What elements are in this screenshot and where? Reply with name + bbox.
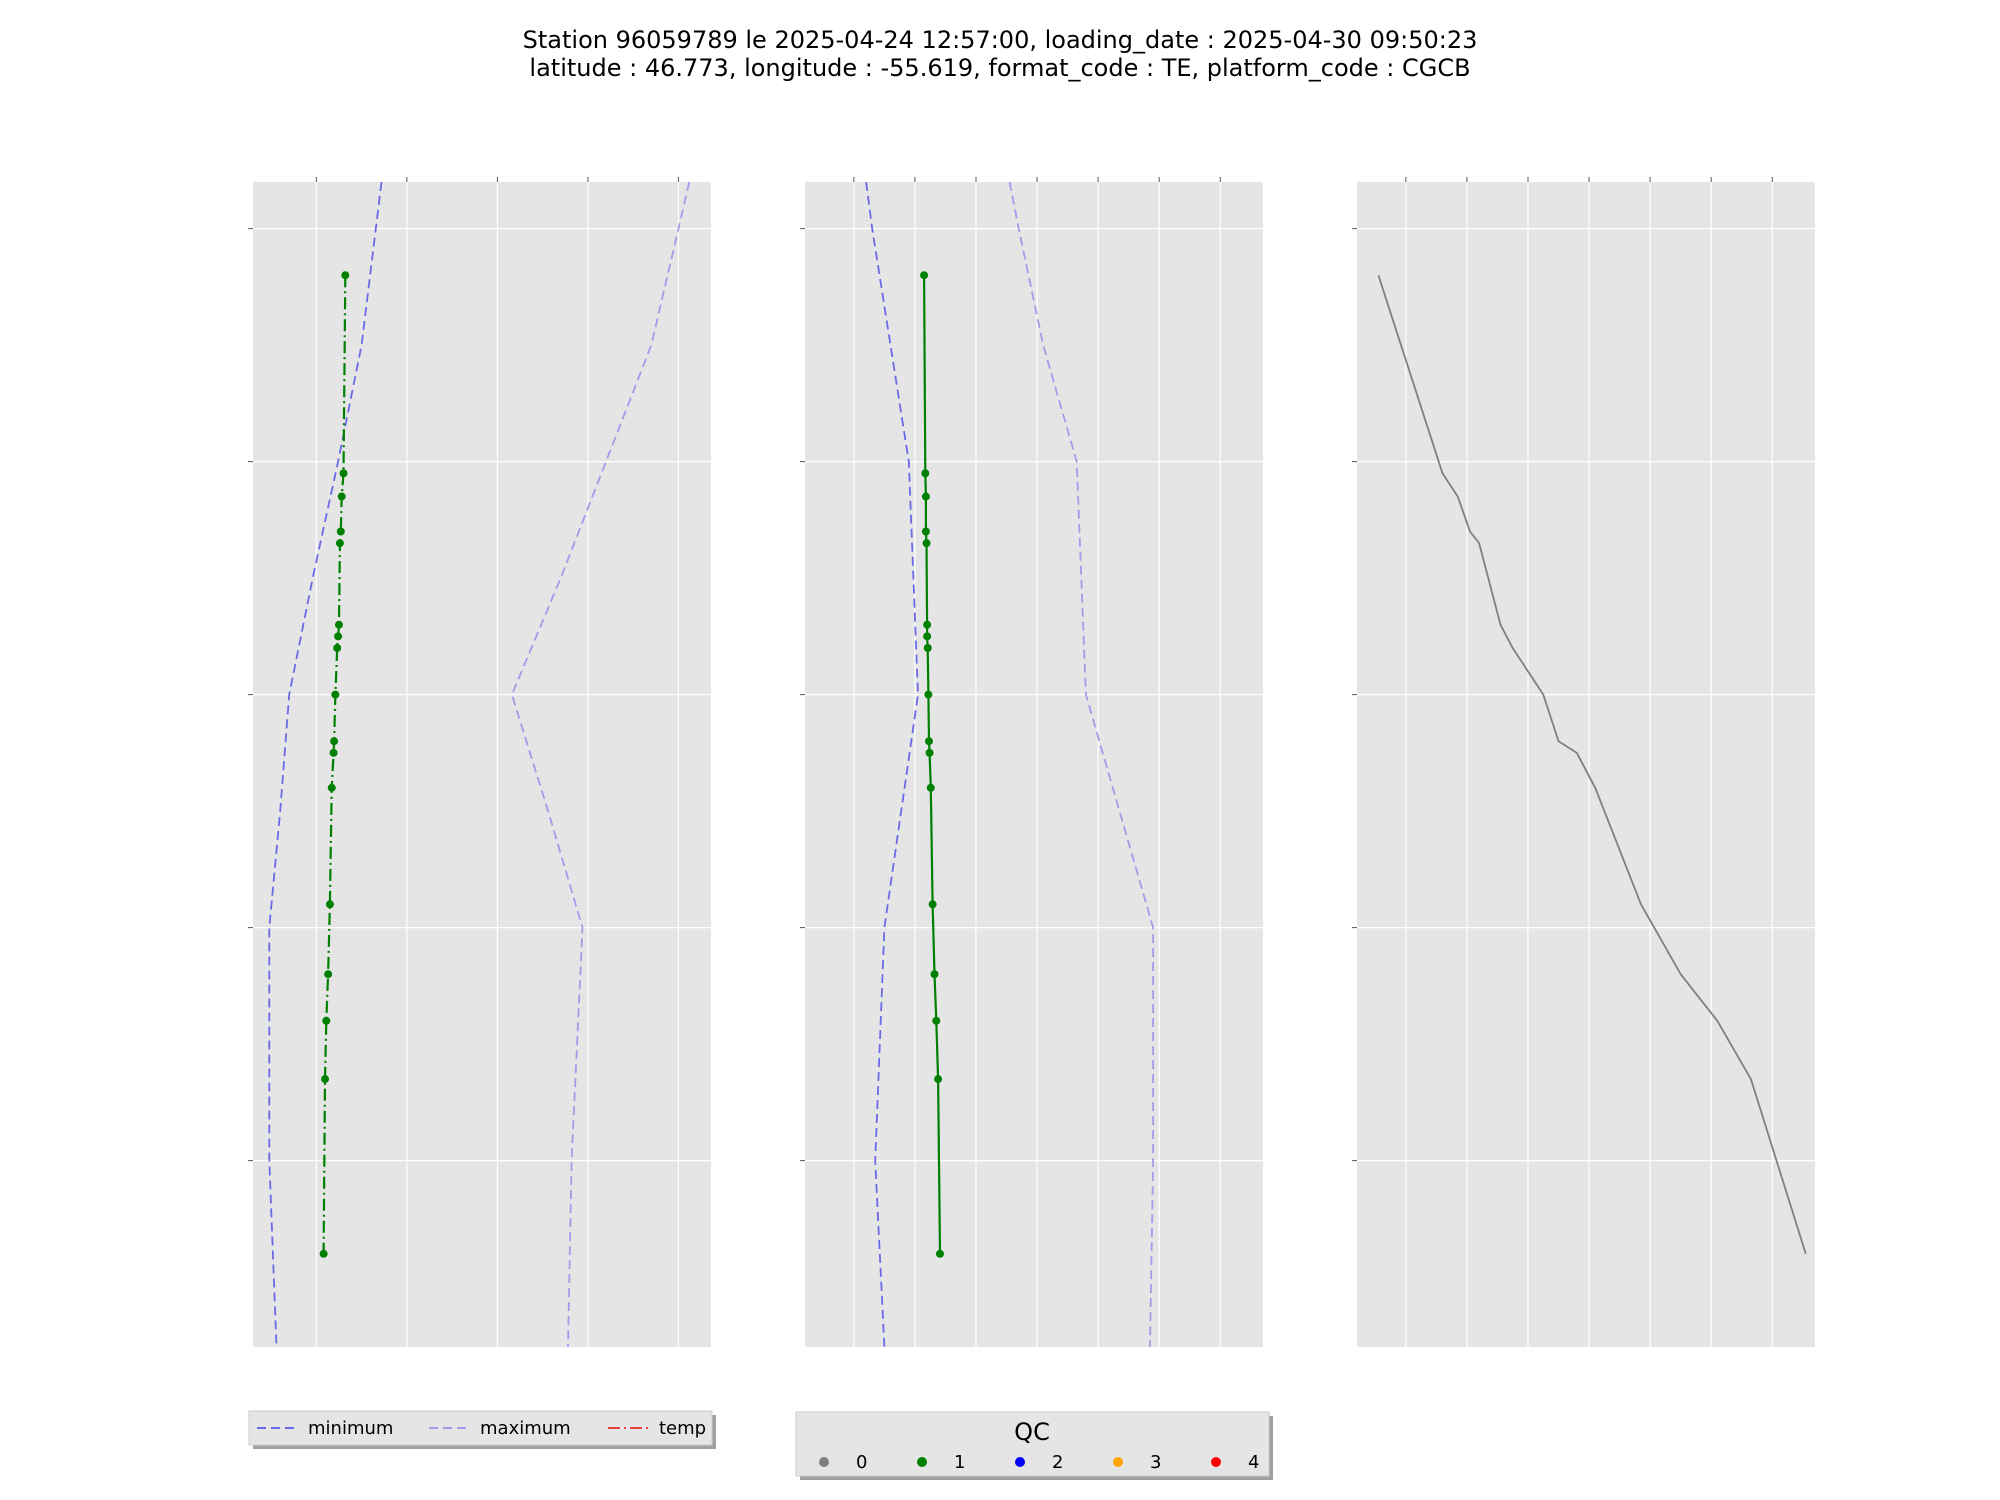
psal-point	[921, 527, 930, 536]
legend-maximum-label: maximum	[480, 1418, 571, 1439]
psal-point	[935, 1249, 944, 1258]
minimum-line	[865, 181, 919, 1348]
qc-label-2: 2	[1052, 1452, 1063, 1473]
qc-label-3: 3	[1150, 1452, 1161, 1473]
temp-panel	[248, 177, 711, 1348]
plot-area	[1357, 182, 1815, 1347]
qc-marker-3	[1113, 1457, 1123, 1467]
qc-legend-title: QC	[1014, 1418, 1050, 1446]
psal-point	[923, 620, 932, 629]
qc-label-4: 4	[1248, 1452, 1259, 1473]
psal-point	[922, 539, 931, 548]
qc-label-0: 0	[856, 1452, 867, 1473]
qc-marker-0	[819, 1457, 829, 1467]
psal-point	[934, 1075, 943, 1084]
temp-point	[321, 1075, 330, 1084]
maximum-line	[1008, 181, 1154, 1348]
temp-point	[334, 632, 343, 641]
temp-point	[325, 900, 334, 909]
figure-title-line2: latitude : 46.773, longitude : -55.619, …	[529, 54, 1470, 82]
psal-point	[925, 748, 934, 757]
temp-point	[319, 1249, 328, 1258]
psal-panel	[800, 177, 1263, 1348]
qc-legend: QC 0 1 2 3 4	[795, 1411, 1273, 1480]
temp-point	[327, 783, 336, 792]
temp-point	[333, 644, 342, 652]
psal-point	[930, 970, 939, 979]
density-line	[1377, 274, 1807, 1255]
temp-point	[337, 492, 346, 501]
temp-point	[324, 970, 333, 979]
temp-point	[322, 1016, 331, 1025]
psal-point	[923, 644, 932, 652]
maximum-line	[510, 181, 691, 1348]
temp-point	[331, 690, 340, 699]
temp-point	[339, 469, 348, 478]
qc-marker-1	[917, 1457, 927, 1467]
temp-point	[329, 748, 338, 757]
plot-area	[805, 182, 1263, 1347]
psal-point	[928, 900, 937, 909]
qc-marker-2	[1015, 1457, 1025, 1467]
legend-temp-label: temp	[659, 1418, 706, 1439]
temp-point	[336, 527, 345, 536]
psal-point	[920, 271, 929, 280]
qc-legend-box	[795, 1411, 1270, 1477]
density-panel	[1352, 177, 1815, 1347]
line-legend: minimum maximum temp	[248, 1410, 716, 1449]
psal-point	[924, 737, 933, 746]
psal-point	[921, 492, 930, 501]
psal-point	[921, 469, 930, 478]
qc-label-1: 1	[954, 1452, 965, 1473]
temp-point	[341, 271, 350, 280]
psal-point	[932, 1016, 941, 1025]
temp-point	[335, 539, 344, 548]
figure-title-line1: Station 96059789 le 2025-04-24 12:57:00,…	[523, 26, 1478, 54]
psal-point	[924, 690, 933, 699]
qc-marker-4	[1211, 1457, 1221, 1467]
psal-point	[926, 783, 935, 792]
temp-point	[334, 620, 343, 629]
legend-minimum-label: minimum	[308, 1418, 393, 1439]
psal-point	[923, 632, 932, 641]
minimum-line	[268, 181, 383, 1348]
temp-point	[330, 737, 339, 746]
plot-area	[253, 182, 711, 1347]
